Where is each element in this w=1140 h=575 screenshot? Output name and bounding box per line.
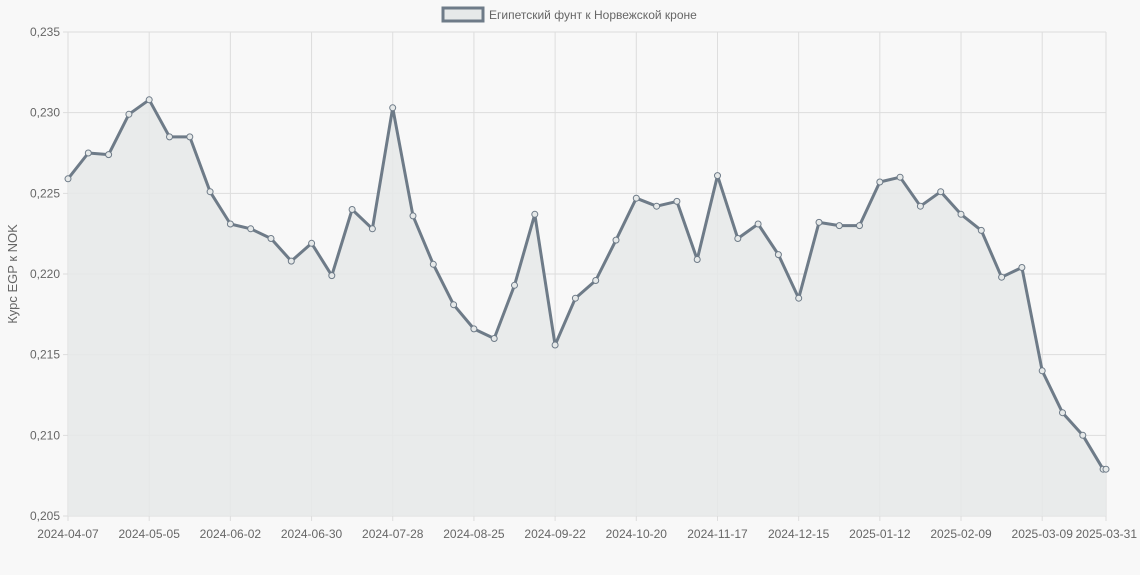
data-point[interactable] — [429, 260, 437, 268]
data-point[interactable] — [714, 172, 721, 180]
data-point[interactable] — [612, 236, 620, 244]
data-point[interactable] — [450, 301, 458, 309]
legend[interactable]: Египетский фунт к Норвежской кроне — [441, 6, 697, 23]
data-point[interactable] — [64, 175, 72, 183]
data-point[interactable] — [247, 225, 255, 233]
data-point[interactable] — [673, 197, 681, 205]
data-point[interactable] — [186, 133, 194, 141]
data-point[interactable] — [795, 294, 803, 302]
x-tick-label: 2025-02-09 — [930, 527, 992, 541]
data-point[interactable] — [389, 104, 397, 112]
data-point[interactable] — [835, 222, 843, 230]
x-tick-label: 2024-04-07 — [37, 527, 99, 541]
x-tick-label: 2024-11-17 — [687, 527, 748, 541]
x-axis-ticks: 2024-04-07 2024-05-05 2024-06-02 2024-06-30… — [37, 527, 1137, 541]
data-point[interactable] — [632, 194, 640, 202]
x-tick-label: 2024-09-22 — [524, 527, 586, 541]
data-point[interactable] — [166, 133, 173, 141]
data-point[interactable] — [998, 273, 1006, 281]
data-point[interactable] — [977, 226, 985, 234]
data-point[interactable] — [653, 202, 661, 210]
data-point[interactable] — [348, 206, 356, 213]
data-point[interactable] — [145, 96, 153, 104]
data-point[interactable] — [490, 335, 498, 342]
points-layer — [64, 96, 1110, 473]
data-point[interactable] — [957, 210, 965, 218]
x-tick-label: 2024-06-02 — [200, 527, 262, 541]
y-tick-label: 0,225 — [30, 186, 60, 200]
y-tick-label: 0,235 — [30, 25, 60, 39]
data-point[interactable] — [774, 251, 782, 259]
x-tick-label: 2024-07-28 — [362, 527, 424, 541]
data-point[interactable] — [1018, 264, 1026, 271]
data-point[interactable] — [937, 188, 945, 196]
y-axis-ticks: 0,205 0,210 0,215 0,220 0,225 0,230 0,235 — [30, 25, 60, 523]
data-point[interactable] — [1079, 431, 1087, 439]
data-point[interactable] — [308, 239, 316, 247]
data-point[interactable] — [206, 188, 214, 196]
data-point[interactable] — [1102, 465, 1110, 473]
data-point[interactable] — [287, 257, 295, 265]
data-point[interactable] — [896, 173, 904, 181]
data-point[interactable] — [734, 235, 742, 242]
data-point[interactable] — [916, 202, 924, 210]
data-point[interactable] — [511, 281, 518, 289]
data-point[interactable] — [551, 341, 559, 349]
data-point[interactable] — [754, 220, 762, 228]
y-tick-label: 0,220 — [30, 267, 60, 281]
x-tick-label: 2024-06-30 — [281, 527, 343, 541]
data-point[interactable] — [856, 222, 863, 230]
data-point[interactable] — [470, 325, 478, 333]
data-point[interactable] — [84, 149, 92, 157]
series-area — [68, 99, 1106, 517]
y-tick-label: 0,205 — [30, 509, 60, 523]
y-tick-label: 0,210 — [30, 428, 60, 442]
x-tick-label: 2025-03-31 — [1076, 527, 1138, 541]
data-point[interactable] — [409, 212, 417, 220]
x-tick-label: 2024-12-15 — [768, 527, 830, 541]
x-tick-label: 2025-03-09 — [1012, 527, 1074, 541]
data-point[interactable] — [1038, 367, 1046, 375]
data-point[interactable] — [815, 218, 823, 226]
data-point[interactable] — [876, 178, 884, 186]
data-point[interactable] — [592, 277, 600, 284]
data-point[interactable] — [267, 235, 275, 242]
x-tick-label: 2024-10-20 — [606, 527, 668, 541]
data-point[interactable] — [226, 220, 234, 228]
y-axis-label: Курс EGP к NOK — [5, 224, 20, 324]
data-point[interactable] — [571, 294, 579, 302]
data-point[interactable] — [531, 210, 539, 218]
x-tick-label: 2024-05-05 — [118, 527, 180, 541]
y-tick-label: 0,230 — [30, 106, 60, 120]
x-tick-label: 2024-08-25 — [443, 527, 505, 541]
data-point[interactable] — [125, 110, 133, 118]
data-point[interactable] — [328, 272, 336, 280]
data-point[interactable] — [1059, 409, 1066, 417]
data-point[interactable] — [368, 225, 376, 233]
data-point[interactable] — [693, 256, 701, 263]
y-tick-label: 0,215 — [30, 348, 60, 362]
data-point[interactable] — [105, 151, 113, 159]
x-tick-label: 2025-01-12 — [849, 527, 911, 541]
legend-label: Египетский фунт к Норвежской кроне — [489, 8, 697, 22]
legend-swatch — [441, 6, 485, 23]
